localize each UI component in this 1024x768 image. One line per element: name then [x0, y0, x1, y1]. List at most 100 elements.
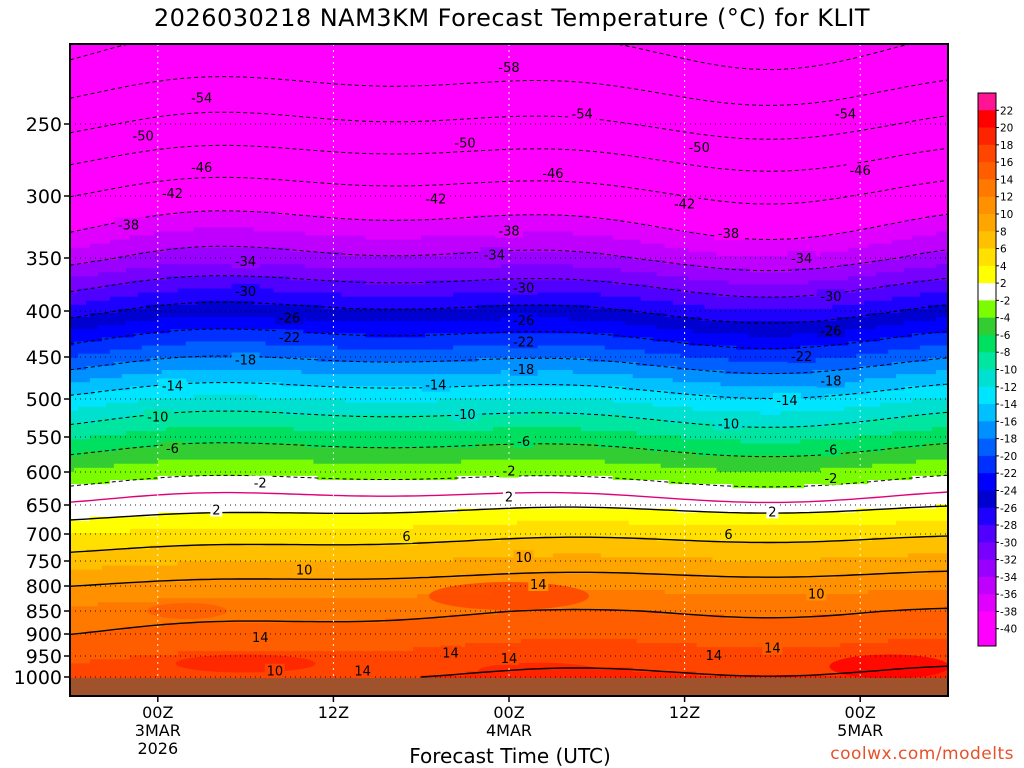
shade-cell — [70, 447, 119, 453]
shade-cell — [696, 231, 841, 237]
shade-cell — [70, 325, 99, 330]
shade-cell — [912, 398, 948, 404]
shade-cell — [912, 333, 948, 338]
x-tick-label: 2026 — [137, 739, 178, 758]
shade-cell — [600, 251, 718, 257]
contour-label-bg — [264, 663, 285, 678]
shade-cell — [453, 292, 602, 298]
shade-cell — [828, 422, 948, 428]
shade-cell — [664, 259, 873, 265]
shade-cell — [728, 235, 809, 241]
contour-label: -46 — [850, 164, 871, 179]
shade-cell — [313, 459, 462, 465]
shade-cell — [848, 341, 948, 347]
shade-cell — [568, 317, 702, 322]
shade-cell — [724, 614, 813, 620]
shade-cell — [928, 357, 948, 363]
shade-cell — [820, 292, 921, 298]
shade-cell — [281, 382, 722, 387]
y-tick-label: 600 — [26, 462, 62, 484]
shade-cell — [85, 300, 199, 306]
shade-cell — [632, 255, 901, 261]
shade-cell — [70, 435, 91, 440]
shade-cell — [477, 357, 590, 363]
shade-cell — [936, 317, 948, 322]
shade-cell — [70, 569, 929, 575]
shade-cell — [640, 296, 893, 302]
contour-label-bg — [400, 529, 413, 544]
y-tick-label: 1000 — [14, 667, 62, 689]
contour-label-bg — [451, 407, 480, 422]
shade-cell — [70, 475, 159, 481]
shade-cell — [656, 272, 877, 277]
shade-cell — [421, 235, 614, 241]
contour-label-bg — [816, 323, 845, 338]
shade-cell — [664, 243, 869, 249]
shade-cell — [177, 561, 948, 567]
shade-cell — [70, 659, 91, 664]
shade-cell — [161, 370, 303, 375]
shade-cell — [588, 215, 929, 220]
colorbar-swatch — [978, 455, 996, 474]
shade-cell — [70, 88, 948, 94]
colorbar-swatch — [978, 265, 996, 284]
shade-cell — [648, 447, 885, 453]
shade-cell — [165, 247, 291, 253]
isotherm-line — [70, 144, 948, 172]
shade-cell — [900, 308, 948, 314]
shade-cell — [70, 56, 948, 61]
shade-cell — [73, 341, 187, 347]
shade-cell — [165, 427, 295, 432]
contour-labels: -58 -54 -54 -54 -50 -50 -50 -46 -46 -46 -42 -42 -42 -… — [114, 60, 875, 680]
shade-cell — [70, 141, 948, 147]
colorbar-swatch — [978, 317, 996, 336]
shade-cell — [185, 341, 267, 347]
contour-label-bg — [294, 562, 315, 577]
contour-label: 2 — [505, 490, 513, 505]
shade-cell — [70, 467, 75, 473]
contour-label-bg — [250, 475, 271, 490]
shade-cell — [904, 321, 948, 326]
shade-cell — [437, 398, 614, 404]
shade-cell — [652, 337, 881, 343]
shade-cell — [716, 467, 821, 473]
contour-label: -46 — [191, 161, 212, 176]
shade-cell — [321, 304, 478, 310]
contour-label: -26 — [279, 311, 300, 326]
contour-label-bg — [703, 648, 724, 663]
colorbar-swatch — [978, 162, 996, 180]
shade-cell — [848, 276, 948, 281]
isotherm-line — [70, 176, 948, 205]
colorbar-swatch — [978, 594, 996, 612]
colorbar-label: 12 — [1000, 192, 1013, 204]
contour-label: 14 — [442, 646, 459, 661]
colorbar-label: -20 — [1000, 451, 1017, 463]
colorbar: 22 20 18 16 14 12 10 8 6 4 2 -2 -4 -6 -8 -10 -12 -14 -16 -1… — [977, 92, 1017, 647]
shade-cell — [70, 594, 418, 599]
colorbar-swatch — [978, 248, 996, 267]
shade-cell — [888, 349, 948, 355]
colorbar-swatch — [978, 404, 996, 422]
shade-cell — [892, 296, 948, 302]
shade-cell — [70, 634, 948, 640]
shade-cell — [736, 345, 801, 351]
shade-cell — [465, 643, 698, 648]
shade-cell — [70, 329, 171, 334]
shade-cell — [125, 431, 638, 436]
contour-label-bg — [143, 409, 172, 424]
shade-cell — [660, 610, 869, 616]
shade-cell — [892, 361, 948, 367]
colorbar-label: 14 — [1000, 174, 1014, 186]
shade-cell — [70, 545, 151, 550]
shade-cell — [317, 475, 458, 481]
y-tick-label: 500 — [26, 389, 62, 411]
colorbar-label: -26 — [1000, 503, 1017, 515]
shade-cell — [177, 288, 275, 294]
shade-cell — [70, 243, 91, 249]
shade-cell — [520, 638, 638, 644]
shade-cell — [808, 357, 929, 363]
colorbar-swatch — [978, 144, 996, 163]
shade-cell — [836, 573, 948, 579]
shade-cell — [668, 390, 869, 396]
contour-label: 14 — [354, 665, 371, 680]
